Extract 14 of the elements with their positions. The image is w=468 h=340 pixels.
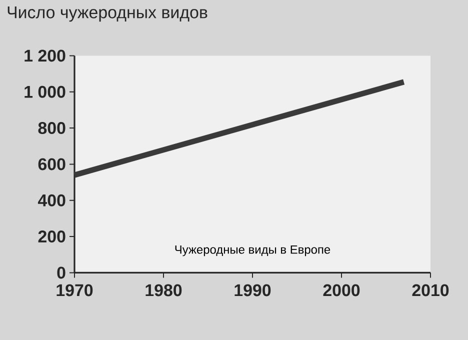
x-tick-label: 2000 bbox=[323, 284, 360, 296]
x-tick-label: 1980 bbox=[146, 284, 182, 296]
y-tick-label: 1 200 bbox=[24, 50, 66, 62]
y-tick-label: 1 000 bbox=[24, 86, 66, 98]
y-tick-label: 0 bbox=[57, 266, 66, 279]
y-tick-label: 400 bbox=[38, 194, 66, 206]
y-tick-label: 600 bbox=[38, 158, 66, 170]
x-tick-label: 2010 bbox=[412, 284, 449, 296]
y-tick-label: 200 bbox=[38, 230, 66, 243]
x-tick-label: 1970 bbox=[56, 284, 93, 296]
y-tick-label: 800 bbox=[38, 122, 66, 134]
x-tick-label: 1990 bbox=[234, 284, 271, 296]
annotation: Чужеродные виды в Европе bbox=[175, 245, 330, 256]
chart-title: Число чужеродных видов bbox=[8, 6, 208, 22]
